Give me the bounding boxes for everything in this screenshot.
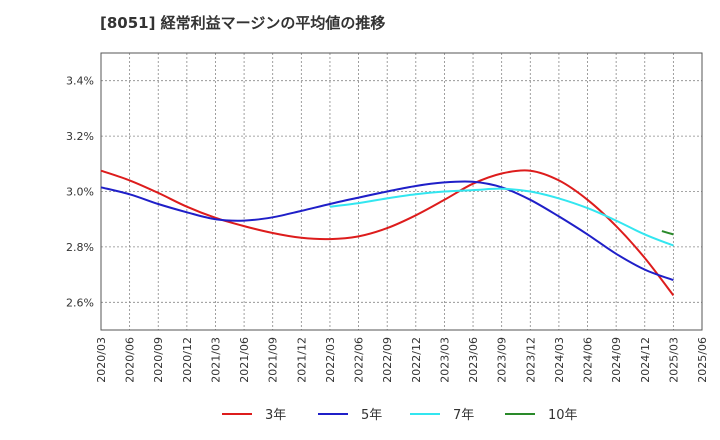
y-tick-label: 3.0% bbox=[66, 186, 94, 199]
legend: 3年 5年 7年 10年 bbox=[222, 408, 578, 423]
grid bbox=[101, 53, 702, 330]
x-tick-label: 2021/09 bbox=[267, 337, 280, 383]
x-tick-label: 2023/03 bbox=[438, 337, 451, 383]
series-line-1 bbox=[100, 180, 674, 282]
legend-label-0: 3年 bbox=[265, 408, 286, 423]
x-tick-label: 2020/12 bbox=[181, 337, 194, 383]
x-tick-label: 2024/09 bbox=[610, 337, 623, 383]
y-tick-label: 2.8% bbox=[66, 241, 94, 254]
x-tick-label: 2020/09 bbox=[152, 337, 165, 383]
x-tick-label: 2023/09 bbox=[496, 337, 509, 383]
y-tick-label: 3.2% bbox=[66, 130, 94, 143]
series-lines bbox=[100, 169, 675, 297]
y-tick-label: 2.6% bbox=[66, 296, 94, 309]
x-tick-label: 2022/09 bbox=[381, 337, 394, 383]
x-tick-label: 2022/03 bbox=[324, 337, 337, 383]
legend-label-3: 10年 bbox=[548, 408, 578, 423]
x-tick-label: 2021/12 bbox=[295, 337, 308, 383]
axes: 2.6% 2.8% 3.0% 3.2% 3.4% 2020/03 2020/06 2020/0… bbox=[66, 52, 709, 383]
series-line-0 bbox=[100, 169, 675, 297]
x-tick-label: 2021/06 bbox=[238, 337, 251, 383]
plot-frame bbox=[100, 52, 703, 331]
x-tick-label: 2024/03 bbox=[553, 337, 566, 383]
x-tick-label: 2021/03 bbox=[209, 337, 222, 383]
legend-label-1: 5年 bbox=[361, 408, 382, 423]
series-line-3 bbox=[661, 230, 674, 236]
x-tick-label: 2023/06 bbox=[467, 337, 480, 383]
legend-label-2: 7年 bbox=[453, 408, 474, 423]
chart-title: [8051] 経常利益マージンの平均値の推移 bbox=[100, 14, 386, 32]
x-tick-label: 2020/06 bbox=[124, 337, 137, 383]
x-tick-label: 2023/12 bbox=[524, 337, 537, 383]
x-tick-label: 2024/12 bbox=[639, 337, 652, 383]
x-tick-label: 2024/06 bbox=[582, 337, 595, 383]
x-tick-label: 2025/06 bbox=[696, 337, 709, 383]
x-tick-label: 2020/03 bbox=[95, 337, 108, 383]
y-tick-label: 3.4% bbox=[66, 75, 94, 88]
x-tick-label: 2022/06 bbox=[353, 337, 366, 383]
x-tick-label: 2022/12 bbox=[410, 337, 423, 383]
series-line-2 bbox=[329, 187, 674, 247]
x-tick-label: 2025/03 bbox=[667, 337, 680, 383]
